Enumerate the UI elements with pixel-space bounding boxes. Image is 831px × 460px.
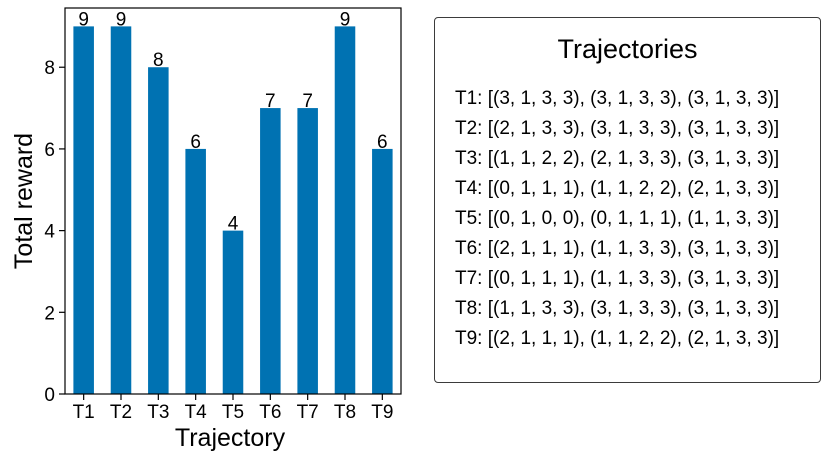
data-label-t7: 7 — [302, 91, 313, 112]
x-tick-label-t5: T5 — [222, 402, 244, 423]
legend-item-t8: T8: [(1, 1, 3, 3), (3, 1, 3, 3), (3, 1, … — [455, 298, 780, 319]
x-axis-label: Trajectory — [175, 424, 286, 452]
x-tick-label-t9: T9 — [371, 402, 393, 423]
y-axis-label: Total reward — [10, 133, 38, 269]
x-tick-label-t4: T4 — [185, 402, 208, 423]
bar-t4 — [185, 148, 206, 394]
x-tick-label-t1: T1 — [73, 402, 95, 423]
data-label-t9: 6 — [377, 132, 388, 153]
legend: Trajectories T1: [(3, 1, 3, 3), (3, 1, 3… — [434, 17, 821, 383]
x-tick-label-t2: T2 — [110, 402, 132, 423]
y-tick-label-0: 0 — [44, 385, 55, 406]
legend-title: Trajectories — [557, 34, 698, 64]
y-axis-ticks: 0 2 4 6 8 — [44, 58, 65, 406]
legend-item-t1: T1: [(3, 1, 3, 3), (3, 1, 3, 3), (3, 1, … — [455, 88, 780, 109]
bar-t2 — [110, 26, 132, 395]
y-tick-label-8: 8 — [44, 58, 55, 79]
bar-t8 — [334, 26, 356, 395]
bar-t1 — [73, 26, 94, 395]
bar-t3 — [148, 67, 169, 395]
legend-item-t5: T5: [(0, 1, 0, 0), (0, 1, 1, 1), (1, 1, … — [455, 208, 780, 229]
data-label-t3: 8 — [153, 50, 164, 71]
legend-item-t7: T7: [(0, 1, 1, 1), (1, 1, 3, 3), (3, 1, … — [455, 268, 780, 289]
x-tick-label-t8: T8 — [334, 402, 356, 423]
bar-t7 — [297, 108, 318, 395]
legend-item-t2: T2: [(2, 1, 3, 3), (3, 1, 3, 3), (3, 1, … — [455, 118, 780, 139]
legend-item-t6: T6: [(2, 1, 1, 1), (1, 1, 3, 3), (3, 1, … — [455, 238, 780, 259]
data-label-t2: 9 — [116, 9, 127, 30]
data-label-t1: 9 — [78, 9, 89, 30]
bars — [73, 26, 393, 395]
y-tick-label-2: 2 — [44, 303, 55, 324]
legend-item-t4: T4: [(0, 1, 1, 1), (1, 1, 2, 2), (2, 1, … — [455, 178, 780, 199]
data-labels: 9 9 8 6 4 7 7 9 6 — [78, 9, 387, 234]
x-tick-label-t6: T6 — [259, 402, 281, 423]
legend-list: T1: [(3, 1, 3, 3), (3, 1, 3, 3), (3, 1, … — [455, 86, 779, 356]
data-label-t8: 9 — [340, 9, 351, 30]
data-label-t4: 6 — [190, 132, 201, 153]
y-tick-label-6: 6 — [44, 140, 55, 161]
data-label-t6: 7 — [265, 91, 276, 112]
x-tick-label-t3: T3 — [147, 402, 169, 423]
bar-t6 — [260, 108, 281, 395]
x-axis-ticks: T1 T2 T3 T4 T5 T6 T7 T8 T9 — [73, 394, 393, 423]
data-label-t5: 4 — [228, 214, 239, 235]
y-tick-label-4: 4 — [44, 222, 55, 243]
bar-t9 — [372, 148, 393, 394]
legend-item-t3: T3: [(1, 1, 2, 2), (2, 1, 3, 3), (3, 1, … — [455, 148, 780, 169]
legend-item-t9: T9: [(2, 1, 1, 1), (1, 1, 2, 2), (2, 1, … — [455, 328, 780, 349]
bar-t5 — [222, 230, 244, 394]
x-tick-label-t7: T7 — [297, 402, 319, 423]
